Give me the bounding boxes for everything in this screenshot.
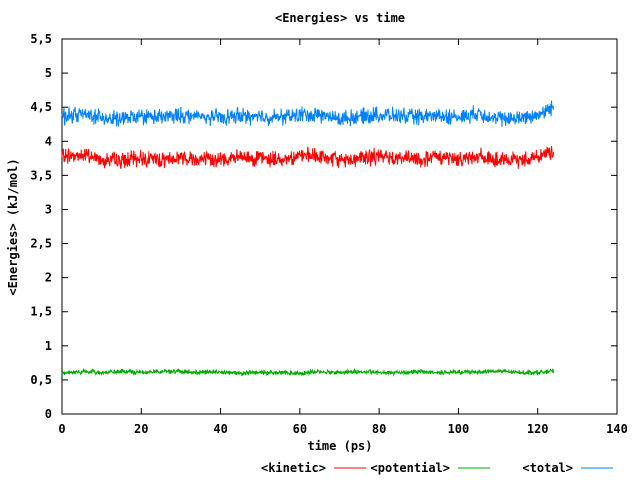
y-tick-label: 3,5 (30, 168, 52, 182)
x-tick-label: 80 (372, 422, 386, 436)
y-tick-label: 5 (45, 66, 52, 80)
y-tick-label: 1,5 (30, 305, 52, 319)
legend: <kinetic> <potential> <total> (261, 461, 613, 475)
y-tick-label: 1 (45, 339, 52, 353)
y-tick-label: 2 (45, 271, 52, 285)
y-tick-label: 0 (45, 407, 52, 421)
series-line-3 (61, 100, 555, 128)
legend-label-2: <potential> (371, 461, 450, 475)
series-line-2 (61, 367, 555, 377)
y-axis: 0 0,5 1 1,5 2 2,5 3 3,5 4 4,5 5 5,5 (30, 32, 617, 421)
x-tick-label: 60 (293, 422, 307, 436)
series-layer (61, 100, 555, 377)
x-tick-label: 120 (527, 422, 549, 436)
x-axis: 0 20 40 60 80 100 120 140 (58, 39, 628, 436)
y-tick-label: 4,5 (30, 100, 52, 114)
plot-frame (61, 38, 618, 415)
chart-title: <Energies> vs time (275, 11, 405, 25)
x-axis-label: time (ps) (307, 439, 372, 453)
y-tick-label: 0,5 (30, 373, 52, 387)
x-tick-label: 40 (213, 422, 227, 436)
y-tick-label: 5,5 (30, 32, 52, 46)
legend-label-1: <kinetic> (261, 461, 326, 475)
x-tick-label: 100 (448, 422, 470, 436)
x-tick-label: 140 (606, 422, 628, 436)
y-tick-label: 3 (45, 202, 52, 216)
legend-label-3: <total> (522, 461, 573, 475)
x-tick-label: 0 (58, 422, 65, 436)
y-tick-label: 4 (45, 134, 52, 148)
series-line-1 (61, 146, 555, 169)
y-axis-label: <Energies> (kJ/mol) (6, 158, 20, 295)
x-tick-label: 20 (134, 422, 148, 436)
y-tick-label: 2,5 (30, 237, 52, 251)
